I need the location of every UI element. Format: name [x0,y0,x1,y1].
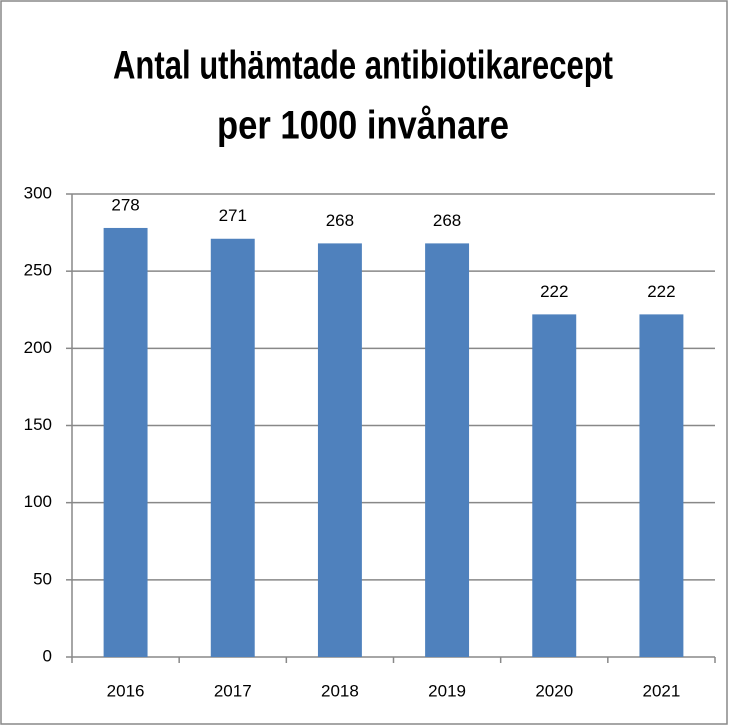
y-tick-label: 50 [33,569,52,588]
y-tick-label: 150 [24,415,52,434]
bar [639,314,684,657]
x-tick-label: 2021 [643,681,681,700]
data-label: 268 [326,211,354,230]
bar [532,314,577,657]
bar [210,238,255,658]
y-tick-label: 300 [24,183,52,202]
data-label: 268 [433,211,461,230]
x-tick-label: 2016 [107,681,145,700]
data-label: 222 [647,282,675,301]
y-tick-label: 200 [24,338,52,357]
bar [103,227,148,657]
y-tick-label: 100 [24,492,52,511]
x-tick-label: 2018 [321,681,359,700]
chart-title: per 1000 invånare [217,104,509,148]
x-tick-label: 2020 [535,681,573,700]
data-label: 222 [540,282,568,301]
bar [425,243,470,658]
x-tick-label: 2017 [214,681,252,700]
data-label: 271 [219,206,247,225]
x-tick-label: 2019 [428,681,466,700]
data-label: 278 [111,195,139,214]
chart-title: Antal uthämtade antibiotikarecept [113,44,613,88]
bar [317,243,362,658]
y-tick-label: 250 [24,261,52,280]
y-tick-label: 0 [43,646,52,665]
